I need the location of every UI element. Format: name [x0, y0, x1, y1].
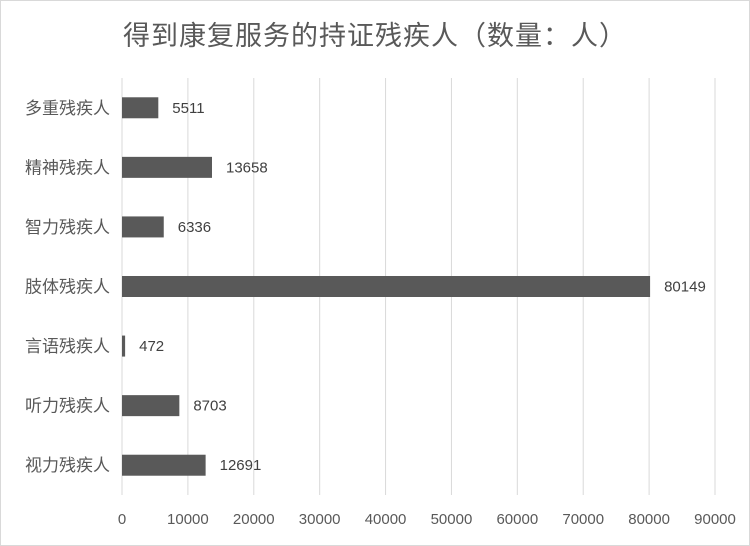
category-label: 精神残疾人 [25, 158, 110, 178]
category-label: 视力残疾人 [25, 456, 110, 476]
data-label: 80149 [664, 279, 706, 296]
bar [122, 216, 164, 238]
bar [122, 335, 126, 357]
tick-labels: 0 10000 20000 30000 40000 50000 60000 70000 8000… [118, 511, 736, 528]
category-label: 肢体残疾人 [25, 278, 110, 298]
x-tick-label: 30000 [299, 511, 341, 528]
chart-title: 得到康复服务的持证残疾人（数量：人） [123, 21, 627, 52]
x-tick-label: 50000 [431, 511, 473, 528]
category-label: 听力残疾人 [25, 397, 110, 417]
category-label: 多重残疾人 [25, 99, 110, 119]
x-tick-label: 0 [118, 511, 126, 528]
x-tick-label: 40000 [365, 511, 407, 528]
bars [122, 97, 651, 476]
data-labels: 5511 13658 6336 80149 472 8703 12691 [139, 100, 706, 474]
x-tick-label: 20000 [233, 511, 275, 528]
bar [122, 454, 206, 476]
category-label: 言语残疾人 [25, 337, 110, 357]
data-label: 12691 [220, 457, 262, 474]
data-label: 13658 [226, 159, 268, 176]
x-tick-label: 80000 [628, 511, 670, 528]
data-label: 5511 [172, 100, 204, 117]
data-label: 8703 [193, 398, 226, 415]
x-tick-label: 70000 [562, 511, 604, 528]
x-tick-label: 90000 [694, 511, 736, 528]
data-label: 472 [139, 338, 164, 355]
bar [122, 97, 159, 119]
bar [122, 276, 651, 297]
x-tick-label: 60000 [496, 511, 538, 528]
x-tick-label: 10000 [167, 511, 209, 528]
data-label: 6336 [178, 219, 211, 236]
category-label: 智力残疾人 [25, 218, 110, 238]
bar [122, 156, 212, 178]
bar [122, 395, 180, 417]
